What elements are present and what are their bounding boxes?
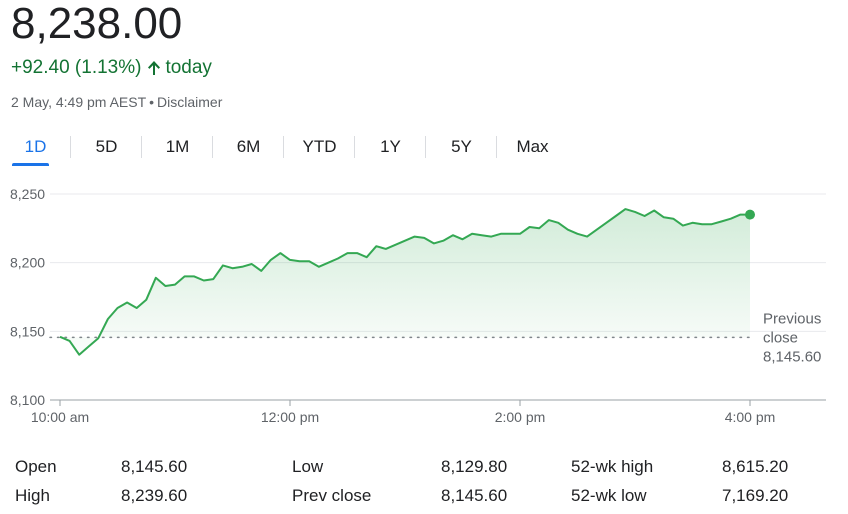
tab-1d[interactable]: 1D (0, 130, 71, 166)
tab-max[interactable]: Max (516, 137, 549, 156)
stat-high-label: High (15, 486, 50, 505)
stat-52wk-high-label: 52-wk high (571, 457, 654, 476)
tab-ytd[interactable]: YTD (284, 130, 355, 164)
previous-close-label: close (763, 329, 798, 346)
y-tick-label: 8,200 (10, 255, 45, 271)
stat-low-value: 8,129.80 (441, 457, 508, 476)
stat-52wk-low-value: 7,169.20 (722, 486, 789, 505)
price-area-fill (60, 209, 750, 355)
y-tick-label: 8,100 (10, 392, 45, 408)
previous-close-value: 8,145.60 (763, 348, 821, 365)
x-tick-label: 12:00 pm (261, 409, 319, 425)
current-price: 8,238.00 (11, 0, 183, 48)
stat-low-label: Low (292, 457, 324, 476)
stat-prevclose-value: 8,145.60 (441, 486, 508, 505)
x-tick-label: 10:00 am (31, 409, 89, 425)
last-price-marker (745, 209, 755, 220)
disclaimer-link[interactable]: Disclaimer (157, 94, 223, 110)
y-tick-label: 8,250 (10, 186, 45, 202)
tab-6m[interactable]: 6M (213, 130, 284, 164)
arrow-up-icon (148, 61, 161, 75)
change-period: today (165, 57, 212, 78)
stat-prevclose-label: Prev close (292, 486, 372, 505)
tab-1m[interactable]: 1M (142, 130, 213, 164)
quote-timestamp-row: 2 May, 4:49 pm AEST • Disclaimer (11, 93, 222, 111)
stat-52wk-low-label: 52-wk low (571, 486, 647, 505)
tab-5y[interactable]: 5Y (426, 130, 497, 164)
tab-1y[interactable]: 1Y (355, 130, 426, 164)
stat-52wk-high-value: 8,615.20 (722, 457, 789, 476)
timestamp: 2 May, 4:49 pm AEST (11, 94, 147, 110)
stat-open-value: 8,145.60 (121, 457, 188, 476)
price-chart[interactable]: 8,250 8,200 8,150 8,100 Previous close 8,145.… (0, 178, 848, 428)
x-tick-label: 2:00 pm (495, 409, 546, 425)
previous-close-label: Previous (763, 310, 821, 327)
change-value: +92.40 (1.13%) (11, 57, 142, 78)
separator: • (149, 94, 155, 110)
x-tick-label: 4:00 pm (725, 409, 776, 425)
range-tabs: 1D 5D 1M 6M YTD 1Y 5Y Max (0, 130, 568, 166)
y-tick-label: 8,150 (10, 323, 45, 339)
tab-5d[interactable]: 5D (71, 130, 142, 164)
price-line (59, 208, 750, 356)
stat-high-value: 8,239.60 (121, 486, 188, 505)
price-change: +92.40 (1.13%) today (11, 56, 212, 80)
stat-open-label: Open (15, 457, 57, 476)
